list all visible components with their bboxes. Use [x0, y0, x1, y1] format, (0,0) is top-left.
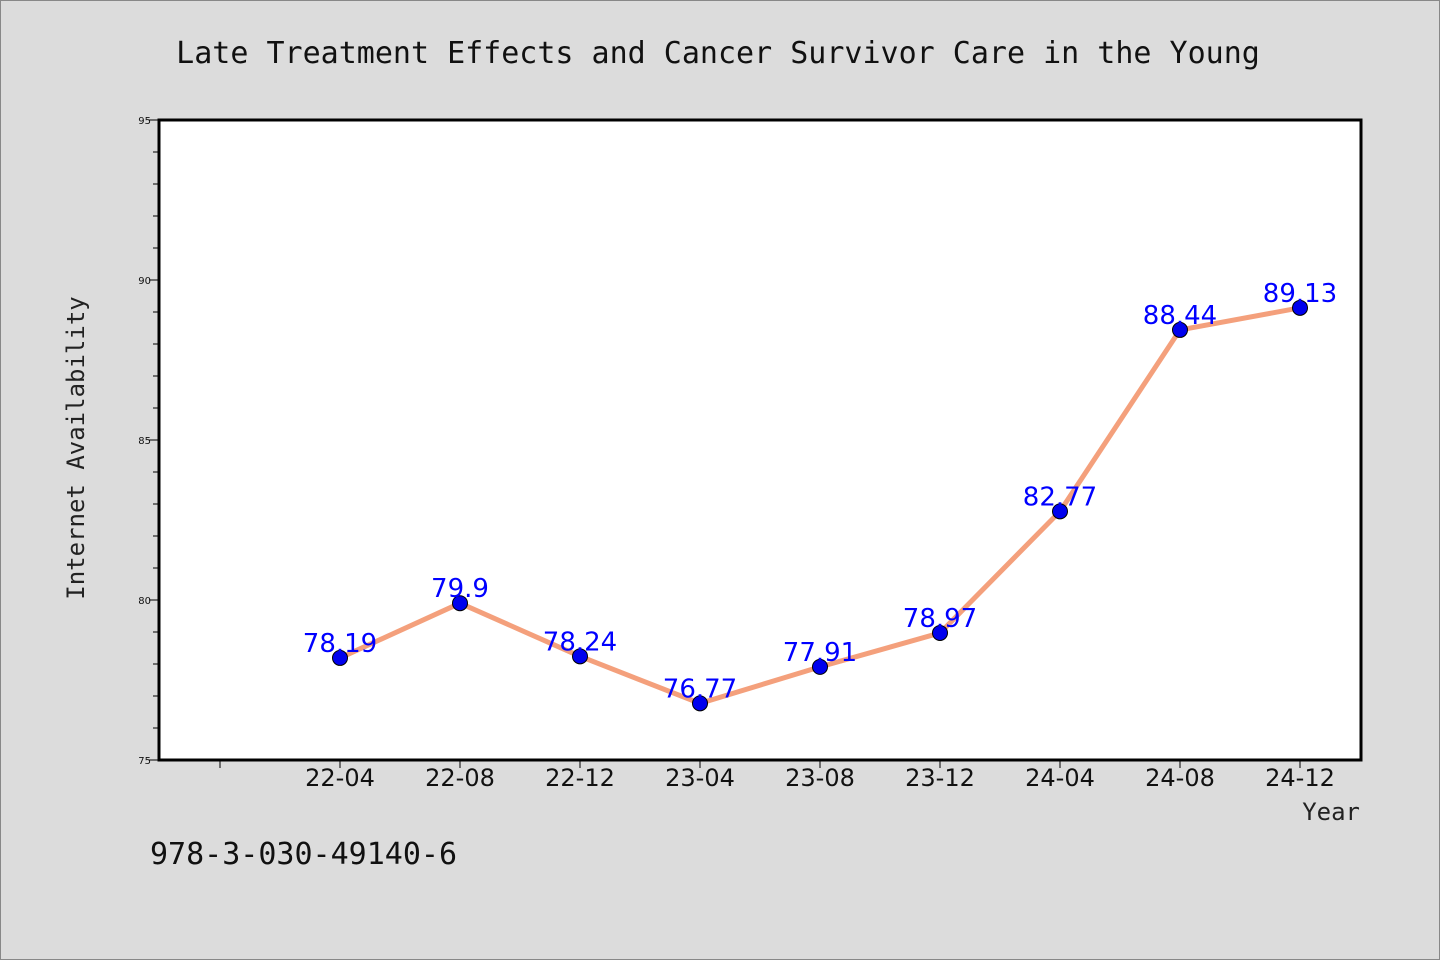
isbn-text: 978-3-030-49140-6 [150, 837, 457, 872]
series-layer: 78.19 79.9 78.24 76.77 77.91 78.97 82.77 88.44 8… [303, 279, 1337, 712]
data-label: 82.77 [1023, 482, 1097, 512]
data-label: 79.9 [431, 574, 489, 604]
chart-title: Late Treatment Effects and Cancer Surviv… [176, 36, 1260, 71]
data-label: 88.44 [1143, 301, 1217, 331]
x-tick-label: 24-04 [1025, 764, 1095, 792]
data-point [692, 695, 708, 712]
x-tick-label: 22-08 [425, 764, 495, 792]
x-tick-label: 23-08 [785, 764, 855, 792]
y-tick-label: 80 [138, 596, 151, 607]
data-point [932, 624, 948, 641]
x-tick-label: 23-04 [665, 764, 735, 792]
y-tick-label: 75 [138, 756, 151, 767]
y-tick-label: 90 [138, 276, 151, 287]
data-label: 77.91 [783, 638, 857, 668]
x-tick-label: 24-08 [1145, 764, 1215, 792]
y-axis-title: Internet Availability [62, 296, 90, 599]
x-tick-label: 22-04 [305, 764, 375, 792]
data-point [1292, 299, 1308, 316]
data-label: 78.24 [543, 627, 617, 657]
y-tick-label: 95 [138, 116, 151, 127]
plot-area [157, 118, 1363, 762]
x-tick-label: 24-12 [1265, 764, 1335, 792]
x-tick-label: 23-12 [905, 764, 975, 792]
data-label: 78.19 [303, 629, 377, 659]
data-label: 78.97 [903, 604, 977, 634]
y-tick-label: 85 [138, 436, 151, 447]
data-label: 76.77 [663, 674, 737, 704]
y-axis: 75 80 85 90 95 [138, 116, 159, 767]
data-point [812, 658, 828, 675]
data-point [332, 649, 348, 666]
x-axis: 22-04 22-08 22-12 23-04 23-08 23-12 24-04 24-08… [219, 760, 1335, 792]
x-axis-title: Year [1302, 798, 1360, 826]
data-point [572, 648, 588, 665]
data-point [452, 595, 468, 612]
x-tick-label: 22-12 [545, 764, 615, 792]
data-point [1172, 321, 1188, 338]
data-label: 89.13 [1263, 279, 1337, 309]
data-point [1052, 503, 1068, 520]
